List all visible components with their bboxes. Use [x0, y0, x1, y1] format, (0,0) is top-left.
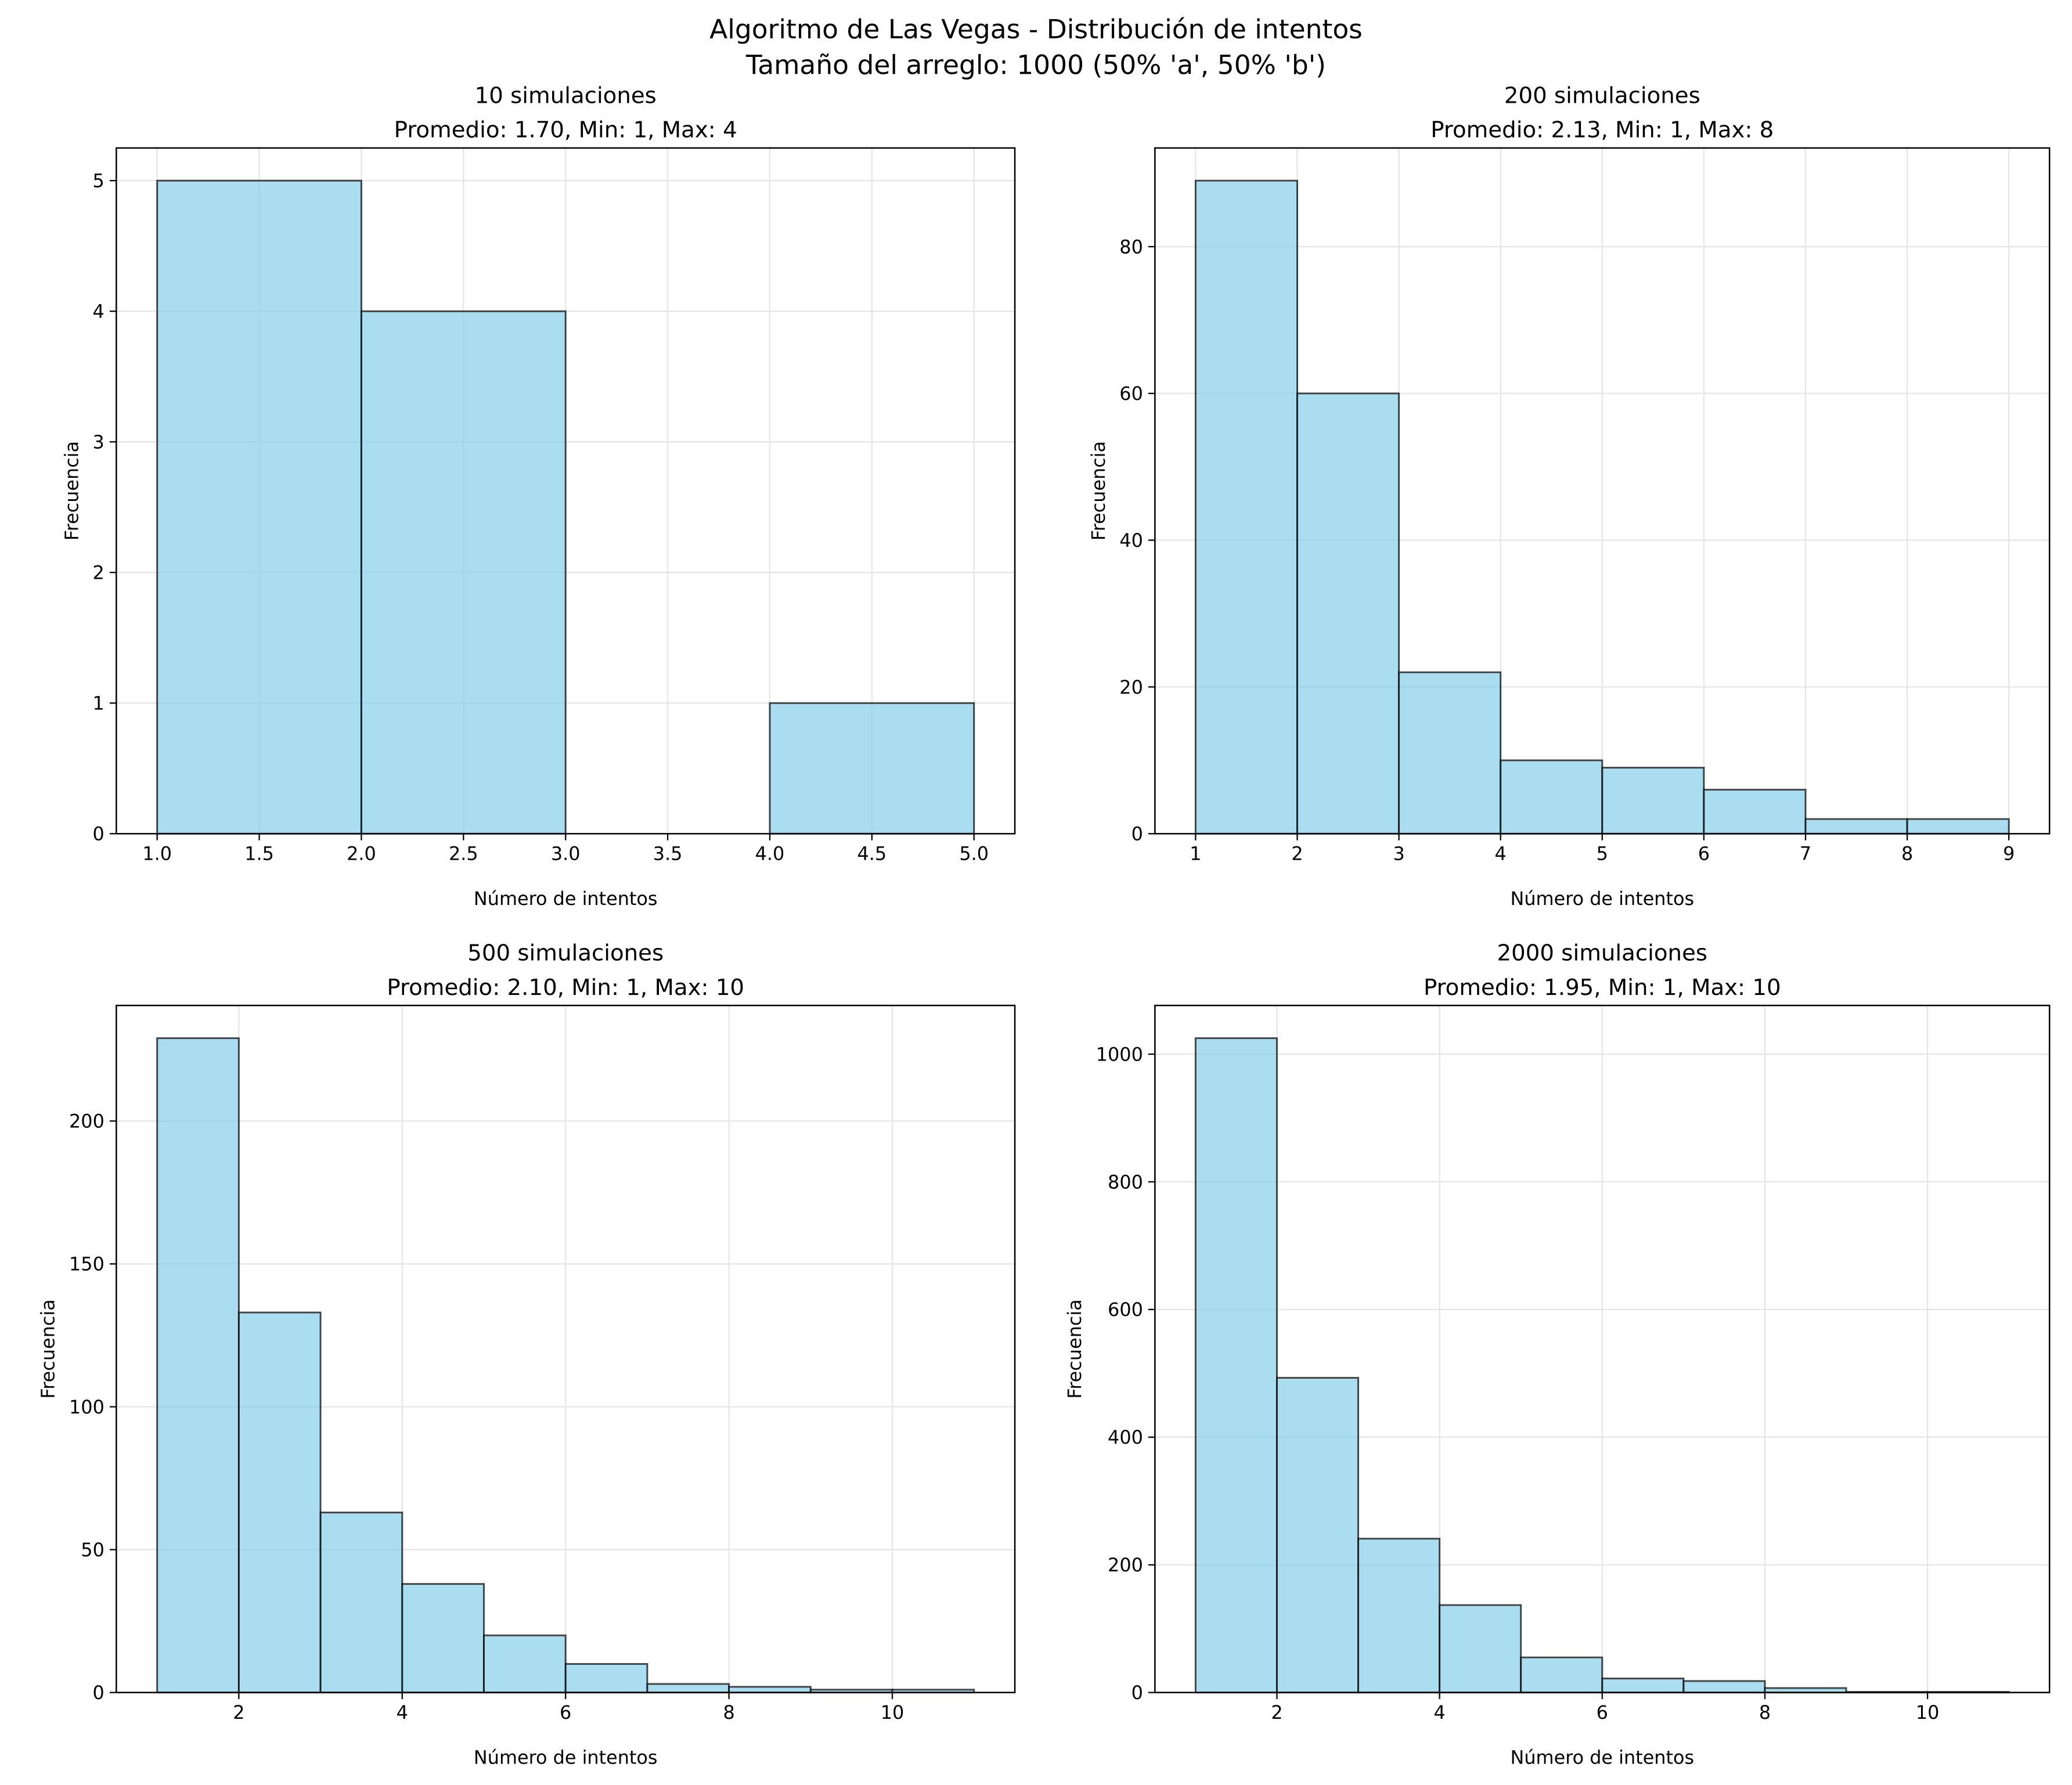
y-tick-label: 40 [1119, 529, 1143, 551]
histogram-bar [401, 1583, 485, 1694]
x-tick-label: 1 [1190, 843, 1201, 865]
x-tick-label: 4.0 [755, 843, 785, 865]
histogram-bar [728, 1686, 812, 1694]
histogram-bar [564, 1663, 648, 1694]
x-axis-label: Número de intentos [474, 888, 658, 910]
suptitle-line-1: Algoritmo de Las Vegas - Distribución de… [709, 14, 1363, 45]
y-axis-label: Frecuencia [1064, 1299, 1086, 1398]
y-axis-label: Frecuencia [37, 1299, 59, 1398]
histogram-bar [1500, 759, 1603, 835]
histogram-bar [237, 1311, 322, 1694]
subplot-4: 2 4 6 8 10 0 200 400 600 800 1000 Número de intento… [1064, 940, 2051, 1769]
x-tick-label: 10 [1916, 1701, 1940, 1723]
subplot-2: 1 2 3 4 5 6 7 8 9 0 20 40 60 80 Número de intentos Frec… [1087, 83, 2051, 910]
x-tick-label: 3.5 [653, 843, 683, 865]
x-tick-label: 3 [1393, 843, 1404, 865]
y-axis-label: Frecuencia [1087, 441, 1109, 540]
histogram-bar [1398, 671, 1502, 835]
x-tick-label: 9 [2003, 843, 2015, 865]
histogram-bar [1703, 788, 1807, 835]
subplot-title: 200 simulaciones [1504, 83, 1700, 109]
x-tick-label: 2 [233, 1701, 244, 1723]
y-tick-label: 200 [1108, 1554, 1143, 1576]
histogram-bar [360, 310, 567, 835]
subplot-subtitle: Promedio: 2.10, Min: 1, Max: 10 [387, 975, 744, 1001]
histogram-bar [1357, 1538, 1441, 1694]
y-tick-label: 150 [69, 1253, 104, 1275]
x-tick-label: 2 [1291, 843, 1303, 865]
x-tick-label: 1.5 [244, 843, 274, 865]
x-tick-label: 5 [1597, 843, 1608, 865]
x-axis-label: Número de intentos [474, 1747, 658, 1769]
histogram-bar [156, 1037, 240, 1694]
histogram-bar [319, 1512, 403, 1694]
y-tick-label: 0 [1132, 823, 1143, 845]
y-tick-label: 400 [1108, 1426, 1143, 1448]
x-tick-label: 4 [1495, 843, 1507, 865]
y-tick-label: 800 [1108, 1171, 1143, 1193]
y-tick-label: 1 [93, 693, 104, 715]
y-tick-label: 0 [93, 823, 104, 845]
histogram-bar [1804, 818, 1908, 835]
x-tick-label: 1.0 [142, 843, 172, 865]
x-tick-label: 6 [1597, 1701, 1608, 1723]
y-axis-label: Frecuencia [60, 441, 82, 540]
histogram-bar [483, 1634, 567, 1694]
y-tick-label: 60 [1119, 383, 1143, 405]
subplot-1: 1.0 1.5 2.0 2.5 3.0 3.5 4.0 4.5 5.0 0 1 2 3 4 5 Número … [60, 83, 1016, 910]
histogram-bar [1906, 818, 2010, 835]
histogram-bar [1601, 1678, 1685, 1694]
y-tick-label: 4 [93, 301, 104, 323]
subplot-title: 2000 simulaciones [1497, 940, 1708, 967]
histogram-bar [1682, 1680, 1766, 1694]
histogram-bar [1296, 392, 1400, 835]
y-tick-label: 80 [1119, 236, 1143, 258]
x-tick-label: 8 [723, 1701, 734, 1723]
x-tick-label: 2.0 [347, 843, 376, 865]
histogram-bar [1439, 1604, 1522, 1694]
x-tick-label: 5.0 [959, 843, 989, 865]
histogram-bar [646, 1683, 730, 1694]
x-tick-label: 4.5 [857, 843, 887, 865]
x-axis-label: Número de intentos [1511, 1747, 1695, 1769]
subplot-subtitle: Promedio: 1.70, Min: 1, Max: 4 [394, 117, 737, 143]
x-tick-label: 8 [1901, 843, 1913, 865]
x-tick-label: 4 [397, 1701, 408, 1723]
y-tick-label: 600 [1108, 1299, 1143, 1321]
histogram-bar [1275, 1377, 1360, 1694]
subplot-title: 10 simulaciones [475, 83, 657, 109]
histogram-bar [1520, 1656, 1603, 1694]
x-tick-label: 10 [881, 1701, 905, 1723]
x-tick-label: 2.5 [449, 843, 478, 865]
x-tick-label: 4 [1433, 1701, 1445, 1723]
subplot-title: 500 simulaciones [467, 940, 664, 967]
x-axis-label: Número de intentos [1511, 888, 1695, 910]
x-tick-label: 8 [1759, 1701, 1771, 1723]
y-tick-label: 50 [81, 1539, 104, 1561]
y-tick-label: 2 [93, 562, 104, 584]
y-tick-label: 5 [93, 170, 104, 192]
x-tick-label: 6 [560, 1701, 571, 1723]
subplot-subtitle: Promedio: 1.95, Min: 1, Max: 10 [1424, 975, 1781, 1001]
x-tick-label: 3.0 [551, 843, 581, 865]
y-tick-label: 0 [93, 1682, 104, 1704]
y-tick-label: 20 [1119, 676, 1143, 698]
y-tick-label: 3 [93, 431, 104, 453]
y-tick-label: 1000 [1096, 1043, 1143, 1065]
y-tick-label: 0 [1132, 1682, 1143, 1704]
x-tick-label: 6 [1698, 843, 1710, 865]
histogram-bar [156, 179, 362, 835]
x-tick-label: 2 [1271, 1701, 1282, 1723]
histogram-bar [769, 702, 975, 835]
y-tick-label: 100 [69, 1396, 104, 1418]
y-tick-label: 200 [69, 1110, 104, 1133]
histogram-bar [1194, 179, 1298, 835]
subplot-subtitle: Promedio: 2.13, Min: 1, Max: 8 [1430, 117, 1774, 143]
histogram-bar [1194, 1037, 1278, 1694]
x-tick-label: 7 [1800, 843, 1811, 865]
suptitle-line-2: Tamaño del arreglo: 1000 (50% 'a', 50% '… [745, 49, 1326, 80]
histogram-bar [1601, 766, 1705, 835]
